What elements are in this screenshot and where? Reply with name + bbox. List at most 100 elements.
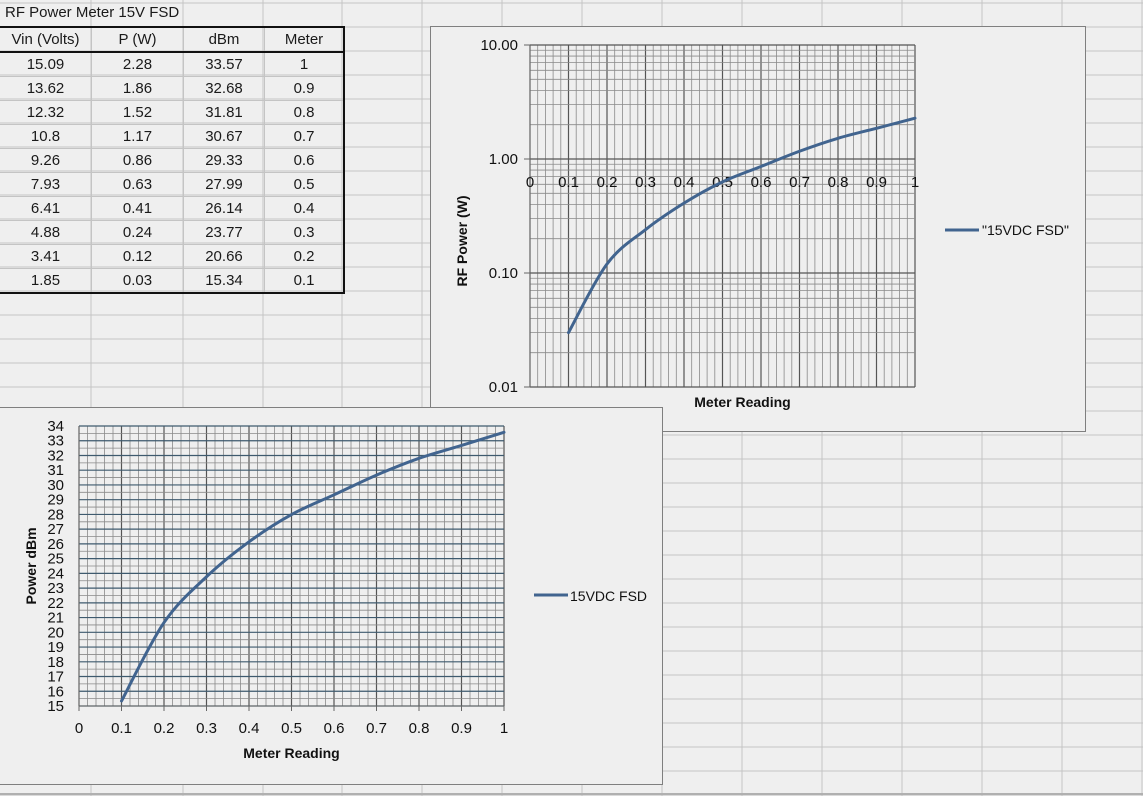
- table-cell[interactable]: 0.03: [91, 268, 184, 293]
- table-cell[interactable]: 0.12: [91, 244, 184, 269]
- y-tick-label: 29: [47, 492, 64, 509]
- x-tick-label: 0.3: [196, 720, 217, 737]
- table-cell[interactable]: 0.63: [91, 172, 184, 197]
- y-tick-label: 28: [47, 506, 64, 523]
- x-axis-title: Meter Reading: [694, 394, 790, 410]
- table-row: 3.41 0.12 20.66 0.2: [0, 244, 344, 269]
- table-cell[interactable]: 1.52: [91, 100, 184, 125]
- header-meter[interactable]: Meter: [264, 26, 344, 52]
- table-cell[interactable]: 13.62: [0, 76, 92, 101]
- table-cell[interactable]: 0.2: [264, 244, 344, 269]
- series-line: [120, 430, 506, 703]
- table-cell[interactable]: 0.9: [264, 76, 344, 101]
- table-row: 13.62 1.86 32.68 0.9: [0, 76, 344, 101]
- table-cell[interactable]: 0.1: [264, 268, 344, 293]
- x-tick-label: 0.6: [324, 720, 345, 737]
- x-tick-label: 0.5: [281, 720, 302, 737]
- table-cell[interactable]: 26.14: [183, 196, 265, 221]
- table-cell[interactable]: 9.26: [0, 148, 92, 173]
- table-cell[interactable]: 0.7: [264, 124, 344, 149]
- table-header-row: Vin (Volts) P (W) dBm Meter: [0, 26, 344, 52]
- x-tick-label: 0.2: [597, 174, 618, 191]
- table-cell[interactable]: 3.41: [0, 244, 92, 269]
- data-table: Vin (Volts) P (W) dBm Meter 15.09 2.28 33.…: [0, 26, 345, 294]
- table-cell[interactable]: 0.6: [264, 148, 344, 173]
- x-tick-label: 0.8: [828, 174, 849, 191]
- y-axis-title: RF Power (W): [454, 196, 470, 287]
- series-line: [567, 116, 917, 335]
- table-cell[interactable]: 15.34: [183, 268, 265, 293]
- table-cell[interactable]: 15.09: [0, 51, 92, 77]
- x-tick-label: 0.1: [111, 720, 132, 737]
- x-tick-label: 0.9: [866, 174, 887, 191]
- y-tick-label: 26: [47, 536, 64, 553]
- table-cell[interactable]: 32.68: [183, 76, 265, 101]
- rf-power-log-plot: 10.001.000.100.010 0.1 0.2 0.3 0.4 0.5 0.6 0.7 0…: [454, 37, 1069, 410]
- table-cell[interactable]: 7.93: [0, 172, 92, 197]
- x-tick-label: 0.8: [409, 720, 430, 737]
- table-cell[interactable]: 1.85: [0, 268, 92, 293]
- table-cell[interactable]: 1.17: [91, 124, 184, 149]
- chart-rf-power-log[interactable]: 10.00 1.00 0.10 0.01 0 0.1 0.2 0.3 0.4 0.5 0.6 0.7 0…: [430, 26, 1086, 432]
- table-cell[interactable]: 20.66: [183, 244, 265, 269]
- table-cell[interactable]: 1.86: [91, 76, 184, 101]
- table-cell[interactable]: 0.41: [91, 196, 184, 221]
- y-tick-label: 32: [47, 447, 64, 464]
- table-cell[interactable]: 2.28: [91, 51, 184, 77]
- grid: [78, 425, 505, 707]
- table-row: 6.41 0.41 26.14 0.4: [0, 196, 344, 221]
- table-row: 12.32 1.52 31.81 0.8: [0, 100, 344, 125]
- table-cell[interactable]: 10.8: [0, 124, 92, 149]
- header-power-w[interactable]: P (W): [91, 26, 184, 52]
- y-tick-label: 1.00: [489, 151, 518, 168]
- x-tick-label: 0: [526, 174, 534, 191]
- y-tick-label: 27: [47, 521, 64, 538]
- y-tick-label: 33: [47, 433, 64, 450]
- table-cell[interactable]: 12.32: [0, 100, 92, 125]
- x-tick-label: 0.1: [558, 174, 579, 191]
- x-tick-label: 0.7: [366, 720, 387, 737]
- table-cell[interactable]: 0.8: [264, 100, 344, 125]
- x-tick-label: 0.7: [789, 174, 810, 191]
- y-tick-label: 0.10: [489, 265, 518, 282]
- header-vin[interactable]: Vin (Volts): [0, 26, 92, 52]
- x-tick-label: 1: [911, 174, 919, 191]
- table-row: 4.88 0.24 23.77 0.3: [0, 220, 344, 245]
- x-tick-label: 0.9: [451, 720, 472, 737]
- y-tick-label: 23: [47, 580, 64, 597]
- table-cell[interactable]: 0.3: [264, 220, 344, 245]
- y-tick-label: 0.01: [489, 379, 518, 396]
- y-tick-label: 10.00: [480, 37, 518, 54]
- table-cell[interactable]: 23.77: [183, 220, 265, 245]
- y-tick-label: 17: [47, 669, 64, 686]
- y-tick-label: 18: [47, 654, 64, 671]
- table-cell[interactable]: 4.88: [0, 220, 92, 245]
- y-axis-title: Power dBm: [23, 527, 39, 604]
- y-tick-label: 19: [47, 639, 64, 656]
- table-cell[interactable]: 6.41: [0, 196, 92, 221]
- y-tick-label: 20: [47, 624, 64, 641]
- x-tick-label: 0.4: [674, 174, 695, 191]
- power-dbm-plot: 1516171819202122232425262728293031323334…: [23, 418, 647, 761]
- table-cell[interactable]: 0.86: [91, 148, 184, 173]
- table-cell[interactable]: 0.5: [264, 172, 344, 197]
- y-tick-label: 21: [47, 610, 64, 627]
- chart-power-dbm[interactable]: 15 16 17 18 19 20 21 22 23 24 25 26 27 28 29 30 31 32 33 34…: [0, 407, 663, 785]
- table-row: 9.26 0.86 29.33 0.6: [0, 148, 344, 173]
- table-cell[interactable]: 30.67: [183, 124, 265, 149]
- y-tick-label: 15: [47, 698, 64, 715]
- y-tick-label: 24: [47, 565, 64, 582]
- table-cell[interactable]: 0.24: [91, 220, 184, 245]
- y-tick-label: 31: [47, 462, 64, 479]
- table-cell[interactable]: 29.33: [183, 148, 265, 173]
- x-axis-title: Meter Reading: [243, 745, 339, 761]
- y-tick-label: 16: [47, 683, 64, 700]
- x-tick-label: 0.3: [635, 174, 656, 191]
- table-cell[interactable]: 31.81: [183, 100, 265, 125]
- table-cell[interactable]: 27.99: [183, 172, 265, 197]
- grid: [529, 44, 916, 388]
- header-dbm[interactable]: dBm: [183, 26, 265, 52]
- table-cell[interactable]: 33.57: [183, 51, 265, 77]
- table-cell[interactable]: 1: [264, 51, 344, 77]
- table-cell[interactable]: 0.4: [264, 196, 344, 221]
